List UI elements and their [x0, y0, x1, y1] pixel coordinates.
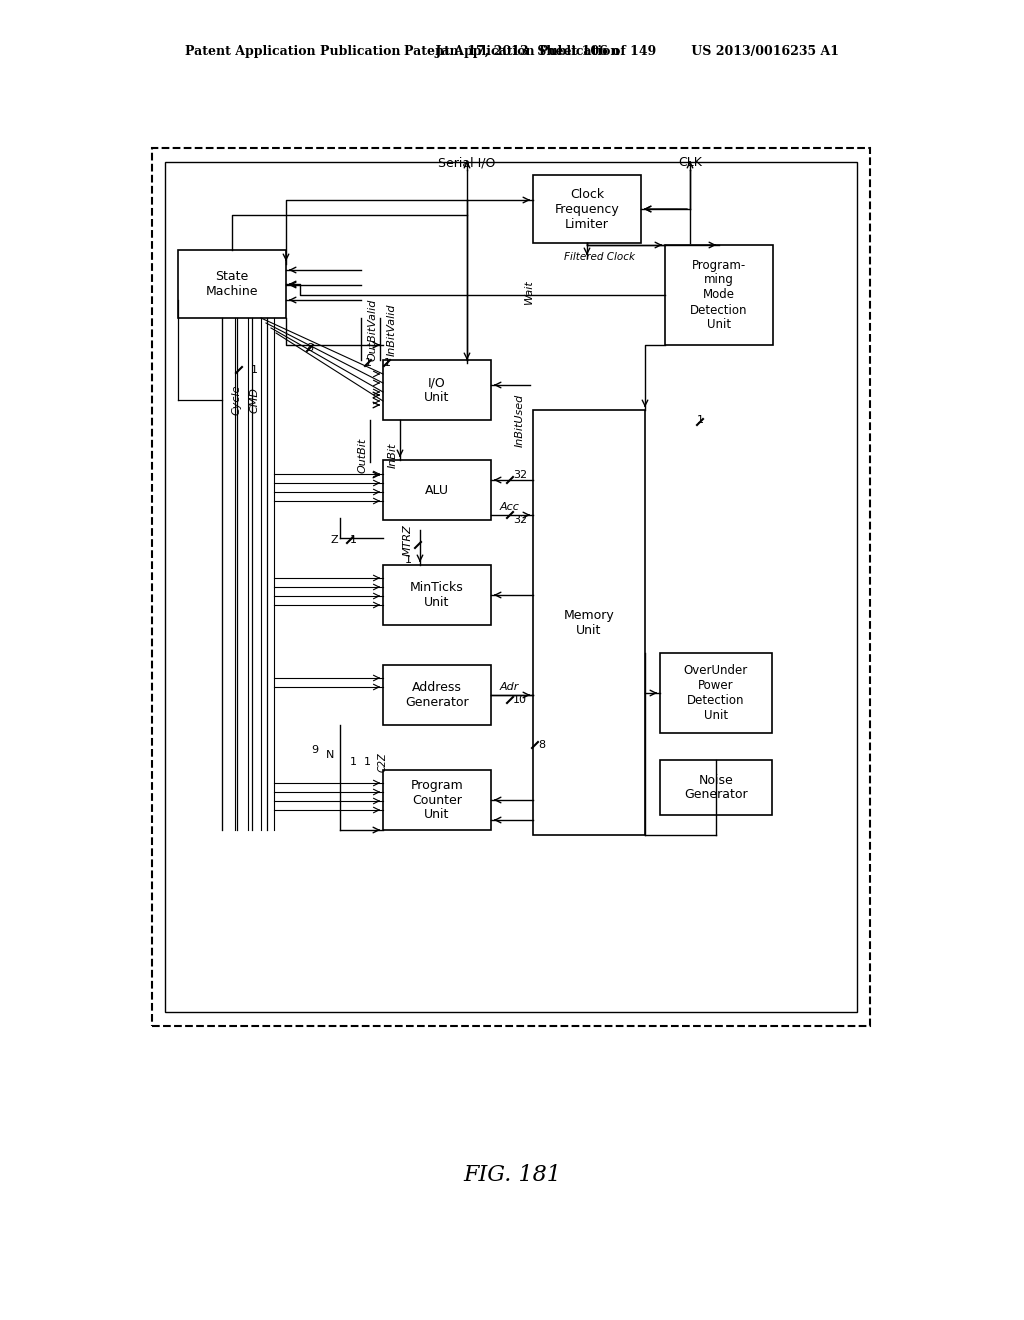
- Text: 8: 8: [306, 343, 313, 352]
- Text: OutBit: OutBit: [358, 437, 368, 473]
- Text: Program-
ming
Mode
Detection
Unit: Program- ming Mode Detection Unit: [690, 259, 748, 331]
- Text: 1: 1: [404, 554, 412, 565]
- Text: Noise
Generator: Noise Generator: [684, 774, 748, 801]
- Text: OutBitValid: OutBitValid: [368, 298, 378, 362]
- Text: N: N: [326, 750, 334, 760]
- FancyBboxPatch shape: [383, 770, 490, 830]
- FancyBboxPatch shape: [534, 176, 641, 243]
- Text: Memory
Unit: Memory Unit: [563, 609, 614, 636]
- FancyBboxPatch shape: [383, 565, 490, 624]
- Text: InBit: InBit: [388, 442, 398, 467]
- Text: Cycle: Cycle: [232, 384, 242, 416]
- Text: 1: 1: [349, 756, 356, 767]
- Text: InBitValid: InBitValid: [387, 304, 397, 356]
- Text: State
Machine: State Machine: [206, 271, 258, 298]
- Text: 1: 1: [251, 366, 257, 375]
- Text: Adr: Adr: [500, 682, 519, 692]
- Text: 10: 10: [513, 696, 527, 705]
- Text: CMD: CMD: [250, 387, 260, 413]
- Text: CLK: CLK: [678, 157, 701, 169]
- Text: MTRZ: MTRZ: [403, 524, 413, 556]
- Text: Z: Z: [330, 535, 338, 545]
- Text: 1: 1: [384, 358, 390, 368]
- Text: ALU: ALU: [425, 483, 449, 496]
- Text: Patent Application Publication: Patent Application Publication: [404, 45, 620, 58]
- Text: Clock
Frequency
Limiter: Clock Frequency Limiter: [555, 187, 620, 231]
- FancyBboxPatch shape: [534, 411, 645, 836]
- Text: Address
Generator: Address Generator: [406, 681, 469, 709]
- Text: InBitUsed: InBitUsed: [515, 393, 525, 446]
- Text: FIG. 181: FIG. 181: [463, 1164, 561, 1185]
- Text: Patent Application Publication        Jan. 17, 2013  Sheet 106 of 149        US : Patent Application Publication Jan. 17, …: [185, 45, 839, 58]
- FancyBboxPatch shape: [383, 459, 490, 520]
- Text: 1: 1: [696, 414, 703, 425]
- Text: C2Z: C2Z: [378, 752, 388, 772]
- Text: 1: 1: [364, 756, 371, 767]
- FancyBboxPatch shape: [383, 360, 490, 420]
- FancyBboxPatch shape: [178, 249, 286, 318]
- Text: Acc: Acc: [500, 502, 520, 512]
- Text: I/O
Unit: I/O Unit: [424, 376, 450, 404]
- FancyBboxPatch shape: [383, 665, 490, 725]
- Text: Serial I/O: Serial I/O: [438, 157, 496, 169]
- Text: 8: 8: [538, 741, 545, 750]
- Text: 9: 9: [311, 744, 318, 755]
- FancyBboxPatch shape: [660, 760, 772, 814]
- Text: Program
Counter
Unit: Program Counter Unit: [411, 779, 464, 821]
- Text: MinTicks
Unit: MinTicks Unit: [411, 581, 464, 609]
- Text: 1: 1: [365, 358, 372, 368]
- Text: Filtered Clock: Filtered Clock: [564, 252, 635, 261]
- Text: 32: 32: [513, 515, 527, 525]
- FancyBboxPatch shape: [660, 653, 772, 733]
- FancyBboxPatch shape: [665, 246, 773, 345]
- Text: 1: 1: [349, 535, 356, 545]
- Text: OverUnder
Power
Detection
Unit: OverUnder Power Detection Unit: [684, 664, 749, 722]
- Text: 32: 32: [513, 470, 527, 480]
- Text: Wait: Wait: [524, 280, 534, 305]
